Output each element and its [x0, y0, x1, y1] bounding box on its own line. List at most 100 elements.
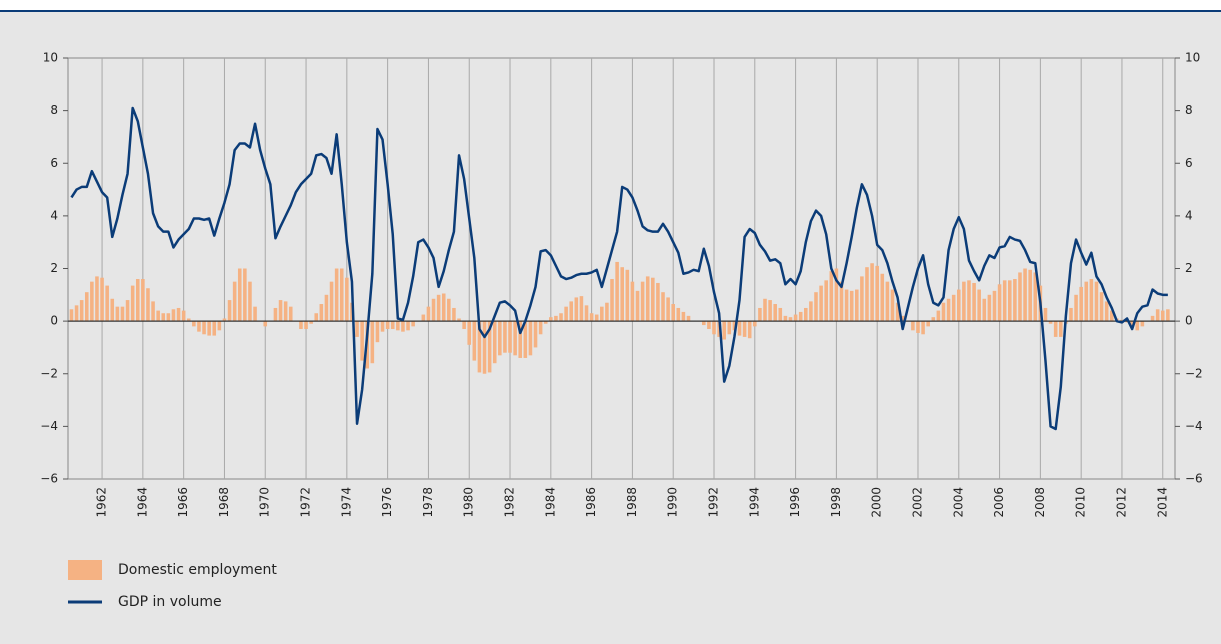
bar	[217, 321, 222, 331]
x-tick-label: 2002	[910, 487, 924, 518]
bar	[441, 293, 446, 322]
bar	[447, 298, 451, 322]
legend-label: Domestic employment	[118, 562, 277, 578]
bar	[278, 300, 283, 322]
bar	[594, 314, 599, 322]
bar	[870, 263, 874, 322]
bar	[615, 261, 619, 322]
bar	[936, 310, 941, 322]
bar	[181, 310, 186, 322]
x-tick-label: 2010	[1074, 487, 1088, 518]
bar	[885, 281, 890, 322]
bar	[849, 290, 854, 322]
bar	[900, 315, 905, 322]
bar	[130, 285, 135, 322]
x-tick-label: 1990	[666, 487, 680, 518]
bar	[151, 301, 155, 322]
bar	[804, 307, 808, 322]
bar	[605, 302, 609, 322]
bar	[737, 321, 742, 336]
bar	[1130, 321, 1134, 328]
bar	[141, 279, 145, 322]
bar	[334, 268, 339, 322]
bar	[727, 321, 732, 335]
bar	[498, 321, 502, 356]
y-tick-label: −2	[40, 366, 58, 380]
bar	[477, 321, 482, 373]
bar	[732, 321, 737, 331]
bar	[1099, 292, 1104, 322]
y2-tick-label: −4	[1185, 419, 1203, 433]
bar	[569, 301, 574, 322]
bar	[243, 268, 247, 322]
bar	[574, 297, 579, 322]
bar	[865, 267, 869, 322]
x-tick-label: 1982	[503, 487, 517, 518]
bar	[712, 321, 716, 335]
bar	[1160, 310, 1165, 322]
bar	[1043, 307, 1048, 322]
bar	[309, 321, 313, 324]
legend-label: GDP in volume	[118, 594, 222, 610]
bar	[232, 281, 237, 322]
bar	[895, 302, 900, 322]
x-tick-label: 2004	[951, 487, 965, 518]
bar	[472, 321, 477, 361]
y-tick-label: 6	[50, 156, 58, 170]
x-tick-label: 1966	[176, 487, 190, 518]
bar	[814, 292, 818, 322]
y2-tick-label: 8	[1185, 103, 1193, 117]
bar	[406, 321, 410, 331]
bar	[1104, 301, 1109, 322]
bar	[74, 305, 79, 322]
bar	[839, 281, 844, 322]
x-tick-label: 1994	[747, 487, 761, 518]
bar	[314, 313, 319, 322]
bar	[324, 294, 329, 322]
bar	[227, 300, 232, 322]
bar	[834, 268, 839, 322]
bar	[207, 321, 211, 336]
bar	[355, 321, 359, 337]
bar	[396, 321, 400, 331]
bar	[360, 321, 364, 361]
bar	[1013, 279, 1017, 322]
bar	[880, 273, 885, 322]
bar	[171, 309, 176, 322]
bar	[1023, 268, 1027, 322]
x-tick-label: 1976	[380, 487, 394, 518]
bar	[79, 300, 84, 322]
bar	[911, 321, 915, 331]
bar	[1140, 321, 1145, 327]
x-tick-label: 1996	[788, 487, 802, 518]
bar	[452, 307, 456, 322]
bar	[651, 277, 655, 322]
bar	[926, 321, 930, 327]
bar	[681, 311, 686, 322]
bar	[645, 276, 650, 322]
bar	[589, 313, 594, 322]
bar	[95, 276, 99, 322]
bar	[186, 318, 191, 322]
bar	[222, 318, 227, 322]
bar	[146, 288, 150, 322]
bar	[1135, 321, 1140, 331]
bar	[793, 314, 798, 322]
bar	[192, 321, 196, 327]
bar	[620, 267, 624, 322]
bar	[676, 307, 681, 322]
bar	[1120, 319, 1124, 322]
x-tick-label: 1992	[707, 487, 721, 518]
bar	[661, 292, 665, 322]
bar	[773, 304, 777, 322]
x-tick-label: 1988	[625, 487, 639, 518]
bar	[487, 321, 492, 373]
bar	[125, 300, 130, 322]
bar	[982, 298, 987, 322]
bar	[1033, 272, 1038, 322]
bar	[972, 282, 976, 322]
bar	[385, 321, 390, 330]
bar	[778, 307, 783, 322]
bar	[844, 289, 849, 322]
bar	[492, 321, 497, 364]
